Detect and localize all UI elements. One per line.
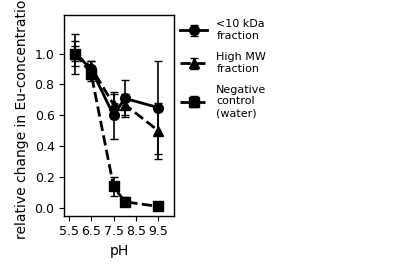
Legend: <10 kDa
fraction, High MW
fraction, Negative
control
(water): <10 kDa fraction, High MW fraction, Nega… (175, 15, 271, 123)
X-axis label: pH: pH (110, 244, 129, 258)
Y-axis label: relative change in Eu-concentration: relative change in Eu-concentration (15, 0, 29, 239)
